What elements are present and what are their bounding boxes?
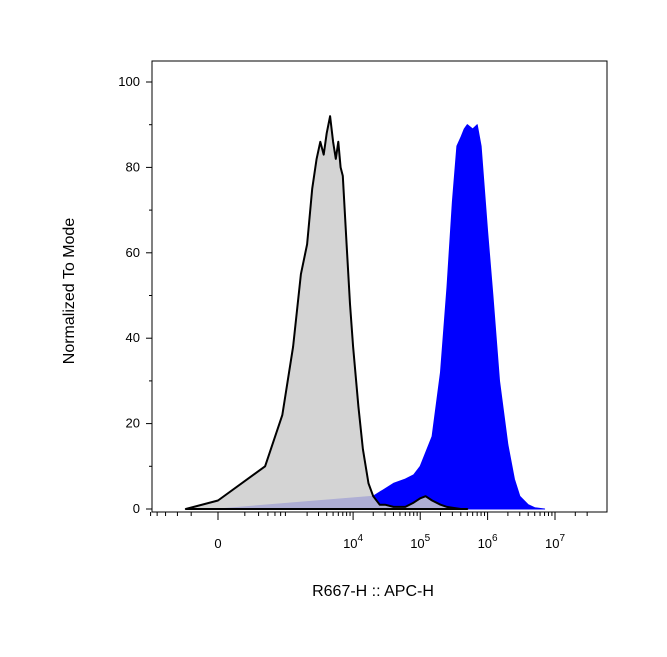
axis-layer: 0 20 40 60 80 100 0 104 105 106 107 — [118, 74, 588, 551]
x-tick-label: 105 — [410, 533, 430, 551]
x-tick-label: 0 — [214, 536, 221, 551]
y-tick-label: 0 — [133, 501, 140, 516]
x-axis-title: R667-H :: APC-H — [312, 583, 434, 600]
y-axis-title: Normalized To Mode — [61, 218, 78, 365]
series-area-2 — [184, 115, 469, 510]
x-tick-label: 107 — [545, 533, 565, 551]
x-tick-label: 104 — [343, 533, 363, 551]
series-area-1 — [217, 124, 546, 510]
plot-frame — [151, 60, 608, 513]
y-tick-label: 40 — [126, 330, 140, 345]
y-tick-label: 100 — [118, 74, 140, 89]
y-tick-label: 20 — [126, 416, 140, 431]
series-layer — [184, 115, 546, 510]
y-tick-label: 80 — [126, 159, 140, 174]
y-tick-label: 60 — [126, 245, 140, 260]
x-tick-label: 106 — [478, 533, 498, 551]
